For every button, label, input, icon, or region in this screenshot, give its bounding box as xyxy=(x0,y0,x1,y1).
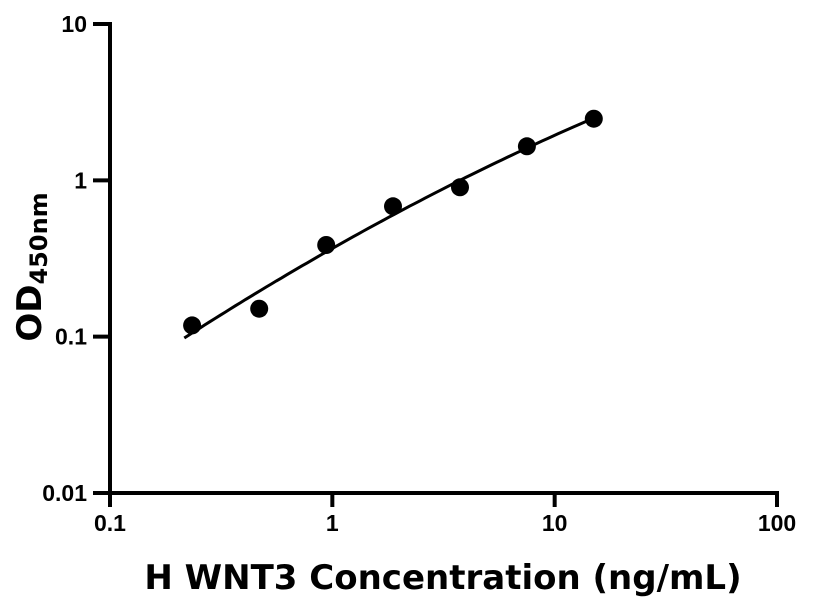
data-point xyxy=(317,236,336,254)
y-axis-title-subscript: 450nm xyxy=(25,192,53,285)
y-tick-label: 10 xyxy=(61,11,87,37)
y-axis-title-main: OD xyxy=(10,284,50,342)
x-axis-title: H WNT3 Concentration (ng/mL) xyxy=(144,558,742,598)
y-tick-label: 1 xyxy=(74,167,87,193)
x-tick-label: 100 xyxy=(758,510,796,536)
data-point xyxy=(517,137,536,156)
data-point xyxy=(451,178,469,197)
y-tick-label: 0.01 xyxy=(42,480,87,506)
data-point xyxy=(584,109,603,128)
data-point xyxy=(250,299,269,318)
data-point xyxy=(384,197,402,216)
y-tick-label: 0.1 xyxy=(55,324,87,350)
x-tick-label: 0.1 xyxy=(94,510,126,536)
x-tick-label: 10 xyxy=(542,510,568,536)
data-point xyxy=(183,316,202,335)
x-tick-label: 1 xyxy=(326,510,339,536)
y-axis-title: OD450nm xyxy=(10,192,53,342)
